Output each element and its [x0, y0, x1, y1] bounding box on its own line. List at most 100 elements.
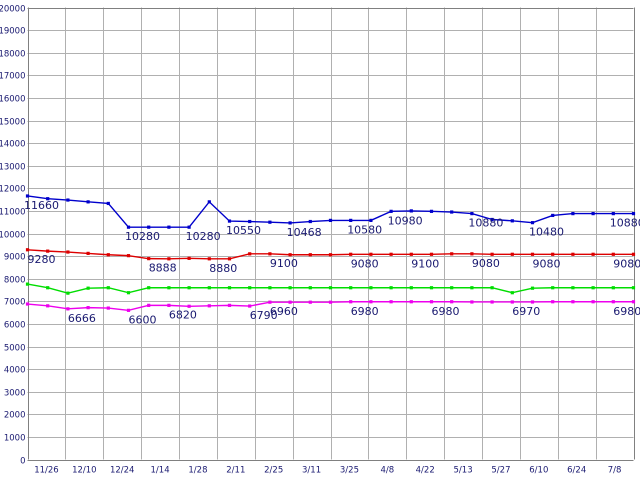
- x-axis-tick-label: 12/24: [110, 466, 135, 476]
- x-axis-labels: 11/26 12/10 12/24 1/14 1/28 2/11 2/25 3/11 3/25 4…: [34, 466, 621, 476]
- data-point-marker: [126, 308, 131, 312]
- y-axis-tick-label: 10000: [0, 231, 26, 241]
- data-point-marker: [207, 286, 211, 290]
- y-axis-tick-label: 8000: [4, 276, 26, 286]
- gridlines: [27, 7, 634, 460]
- data-point-marker: [409, 252, 413, 256]
- x-axis-tick-label: 3/25: [340, 466, 359, 476]
- data-point-marker: [167, 225, 171, 229]
- x-axis-tick-label: 6/10: [529, 466, 548, 476]
- data-point-marker: [631, 286, 636, 290]
- data-point-marker: [591, 212, 595, 216]
- data-point-marker: [369, 300, 373, 304]
- data-point-marker: [450, 286, 454, 290]
- data-point-marker: [349, 252, 353, 256]
- data-point-marker: [207, 200, 211, 204]
- data-point-marker: [490, 286, 494, 290]
- data-point-marker: [611, 300, 615, 304]
- data-point-marker: [308, 300, 312, 304]
- data-point-marker: [86, 306, 90, 310]
- x-axis-tick-label: 4/22: [416, 466, 435, 476]
- data-point-marker: [571, 300, 575, 304]
- data-point-label: 6600: [129, 313, 157, 326]
- data-point-marker: [167, 286, 171, 290]
- data-point-marker: [288, 221, 292, 225]
- data-point-marker: [551, 213, 555, 218]
- data-point-marker: [268, 300, 272, 304]
- data-point-marker: [207, 257, 211, 261]
- data-point-marker: [490, 217, 494, 222]
- x-axis-tick-label: 5/27: [491, 466, 510, 476]
- data-point-marker: [147, 225, 151, 229]
- data-point-marker: [571, 252, 575, 256]
- y-axis-tick-label: 14000: [0, 140, 26, 150]
- data-point-label: 9100: [411, 257, 439, 270]
- data-point-marker: [369, 218, 373, 222]
- y-axis-tick-label: 1000: [4, 434, 26, 444]
- x-axis-tick-label: 5/13: [454, 466, 473, 476]
- x-axis-tick-label: 1/28: [188, 466, 207, 476]
- data-point-marker: [248, 304, 252, 308]
- plot-frame: [27, 7, 635, 461]
- y-axis-tick-label: 4000: [4, 366, 26, 376]
- data-point-label: 8880: [209, 262, 237, 275]
- y-axis-tick-label: 13000: [0, 163, 26, 173]
- data-point-marker: [167, 303, 171, 307]
- data-point-label: 10550: [226, 224, 261, 237]
- data-point-marker: [349, 286, 353, 290]
- data-point-label: 10880: [610, 217, 640, 230]
- data-point-marker: [187, 286, 191, 290]
- data-point-marker: [248, 252, 252, 256]
- data-point-marker: [86, 286, 90, 290]
- y-axis-tick-label: 17000: [0, 72, 26, 82]
- y-axis-tick-label: 15000: [0, 118, 26, 128]
- y-axis-tick-label: 7000: [4, 298, 26, 308]
- data-point-label: 9080: [472, 257, 500, 270]
- data-point-marker: [571, 212, 575, 216]
- data-point-marker: [86, 200, 90, 204]
- y-axis-tick-label: 5000: [4, 344, 26, 354]
- data-point-marker: [25, 282, 30, 286]
- data-point-marker: [349, 300, 353, 304]
- data-point-marker: [470, 286, 474, 290]
- data-point-label: 10980: [388, 214, 423, 227]
- y-axis-tick-label: 11000: [0, 208, 26, 218]
- data-point-marker: [369, 252, 373, 256]
- data-point-label: 9080: [351, 257, 379, 270]
- data-point-marker: [530, 221, 535, 225]
- data-point-marker: [268, 220, 272, 224]
- data-point-marker: [126, 291, 131, 295]
- data-point-marker: [126, 225, 131, 229]
- data-point-marker: [530, 286, 535, 290]
- data-point-label: 10468: [287, 226, 322, 239]
- data-point-label: 9080: [613, 257, 640, 270]
- data-point-marker: [429, 300, 434, 304]
- x-axis-tick-label: 2/25: [264, 466, 283, 476]
- data-point-label: 9100: [270, 257, 298, 270]
- data-point-marker: [429, 286, 434, 290]
- data-point-marker: [227, 257, 232, 261]
- data-point-marker: [631, 212, 636, 216]
- data-point-marker: [611, 286, 615, 290]
- data-point-marker: [66, 250, 70, 254]
- data-point-marker: [409, 286, 413, 290]
- x-axis-tick-label: 2/11: [226, 466, 245, 476]
- data-point-marker: [571, 286, 575, 290]
- data-point-marker: [631, 300, 636, 304]
- data-point-marker: [591, 286, 595, 290]
- data-point-marker: [187, 225, 191, 229]
- data-point-marker: [268, 286, 272, 290]
- data-point-marker: [328, 286, 333, 290]
- x-axis-tick-label: 4/8: [380, 466, 394, 476]
- data-point-marker: [631, 252, 636, 256]
- data-point-marker: [470, 252, 474, 256]
- data-point-marker: [591, 252, 595, 256]
- y-axis-tick-label: 2000: [4, 411, 26, 421]
- data-point-label: 10280: [186, 230, 221, 243]
- data-point-marker: [510, 300, 514, 304]
- data-point-label: 6790: [250, 309, 278, 322]
- data-point-marker: [470, 212, 474, 216]
- data-point-marker: [147, 286, 151, 290]
- data-series: [25, 194, 636, 312]
- data-point-marker: [86, 251, 90, 255]
